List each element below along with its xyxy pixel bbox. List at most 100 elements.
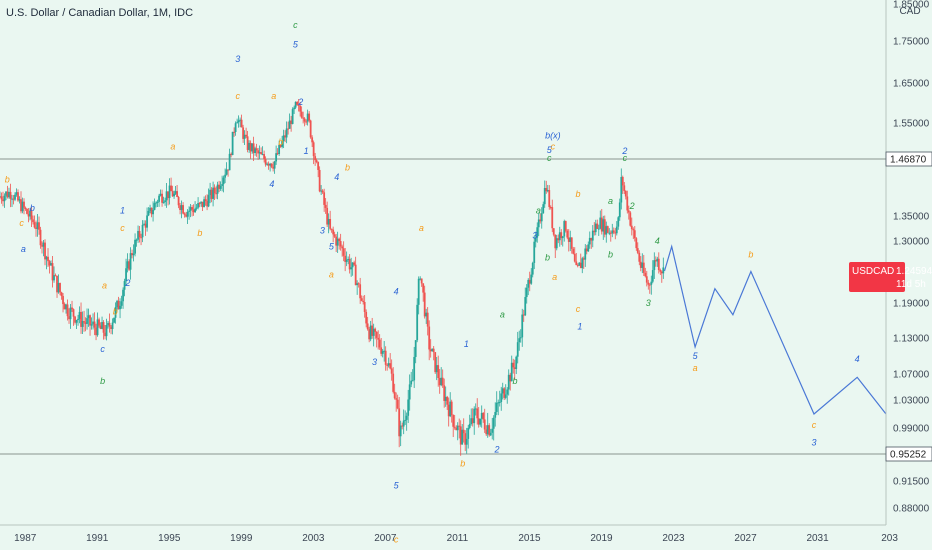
candle-body bbox=[519, 337, 522, 339]
candle-body bbox=[183, 213, 186, 215]
candle-body bbox=[468, 423, 471, 428]
candle-body bbox=[138, 230, 141, 238]
candle-body bbox=[590, 237, 593, 241]
candle-body bbox=[195, 207, 198, 209]
candle-body bbox=[473, 408, 476, 424]
wave-label-14: a bbox=[102, 281, 107, 291]
candle-body bbox=[558, 232, 561, 241]
wave-label-47: 1 bbox=[577, 321, 582, 331]
candle-body bbox=[228, 153, 231, 171]
candle-body bbox=[530, 274, 533, 284]
wave-label-49: 2 bbox=[621, 146, 627, 156]
candle-body bbox=[569, 237, 572, 242]
hline-value-label-1: 0.95252 bbox=[890, 450, 927, 461]
candle-body bbox=[560, 232, 563, 239]
candle-body bbox=[267, 163, 270, 166]
candle-body bbox=[416, 304, 419, 341]
y-tick-label: 1.65000 bbox=[893, 79, 930, 90]
candle-body bbox=[333, 234, 336, 237]
candle-body bbox=[608, 232, 611, 234]
x-tick-label: 2027 bbox=[734, 533, 757, 544]
candle-body bbox=[426, 312, 429, 327]
candle-body bbox=[99, 325, 102, 329]
candle-body bbox=[330, 228, 333, 230]
candle-body bbox=[525, 287, 528, 298]
candle-body bbox=[567, 237, 570, 242]
candle-body bbox=[293, 107, 296, 110]
candle-body bbox=[198, 203, 201, 205]
candle-body bbox=[14, 194, 16, 200]
candle-body bbox=[486, 425, 489, 435]
wave-label-59: 3 bbox=[811, 437, 816, 447]
candle-body bbox=[477, 418, 480, 425]
candle-body bbox=[218, 184, 220, 189]
candle-body bbox=[408, 384, 411, 400]
candle-body bbox=[576, 265, 579, 267]
candle-body bbox=[647, 282, 650, 285]
wave-label-18: b bbox=[5, 174, 10, 184]
candle-body bbox=[110, 326, 112, 330]
candle-body bbox=[63, 304, 66, 310]
projection-line[interactable] bbox=[663, 244, 887, 415]
price-axis[interactable]: 0.88000 0.91500 0.99000 1.03000 1.07000 1.130… bbox=[885, 0, 930, 525]
candle-body bbox=[339, 241, 342, 247]
candle-body bbox=[254, 148, 257, 154]
candle-body bbox=[179, 205, 181, 210]
candle-body bbox=[386, 364, 389, 366]
candle-body bbox=[291, 109, 294, 124]
candle-body bbox=[213, 187, 216, 194]
candle-body bbox=[249, 142, 252, 152]
candle-body bbox=[305, 121, 308, 123]
candle-body bbox=[413, 356, 416, 381]
candle-body bbox=[167, 191, 169, 199]
candle-body bbox=[398, 408, 401, 437]
candle-body bbox=[347, 258, 350, 260]
candle-body bbox=[549, 206, 552, 208]
wave-label-26: a bbox=[329, 269, 334, 279]
candle-body bbox=[317, 162, 320, 170]
candle-body bbox=[498, 401, 501, 403]
candle-body bbox=[633, 230, 636, 239]
candle-body bbox=[191, 207, 193, 210]
y-tick-label: 1.30000 bbox=[893, 237, 930, 248]
time-axis[interactable]: 1987 1991 1995 1999 2003 2007 2011 2015 2019 2023… bbox=[0, 524, 898, 544]
candle-body bbox=[147, 210, 150, 216]
candle-body bbox=[632, 229, 635, 231]
candle-body bbox=[173, 193, 175, 197]
candle-body bbox=[353, 262, 356, 265]
x-tick-label: 2031 bbox=[806, 533, 829, 544]
candle-body bbox=[504, 394, 507, 398]
candle-body bbox=[395, 398, 398, 400]
x-tick-label: 1995 bbox=[158, 533, 181, 544]
price-badge-symbol: USDCAD bbox=[852, 266, 894, 277]
candle-body bbox=[524, 297, 527, 316]
candle-body bbox=[656, 258, 659, 262]
candle-body bbox=[500, 393, 503, 402]
candle-body bbox=[564, 221, 567, 231]
candle-body bbox=[572, 248, 575, 254]
candle-body bbox=[368, 329, 371, 340]
candle-body bbox=[392, 373, 395, 392]
candle-body bbox=[83, 321, 85, 323]
candle-body bbox=[623, 185, 626, 191]
wave-label-50: c bbox=[623, 153, 628, 163]
candle-body bbox=[20, 199, 22, 212]
candle-body bbox=[359, 284, 362, 299]
candle-body bbox=[273, 161, 276, 169]
candle-body bbox=[464, 433, 467, 445]
candle-body bbox=[69, 307, 72, 320]
candle-body bbox=[30, 210, 33, 220]
candle-body bbox=[120, 301, 123, 306]
candle-body bbox=[615, 226, 618, 234]
wave-label-48: a bbox=[608, 196, 613, 206]
candle-body bbox=[441, 377, 444, 386]
candle-body bbox=[278, 144, 281, 154]
candle-body bbox=[182, 205, 184, 214]
wave-label-31: a bbox=[419, 223, 424, 233]
candle-body bbox=[369, 325, 372, 340]
candle-body bbox=[336, 238, 339, 246]
candle-body bbox=[651, 270, 654, 282]
wave-label-38: c bbox=[551, 142, 556, 152]
candle-body bbox=[446, 396, 449, 405]
